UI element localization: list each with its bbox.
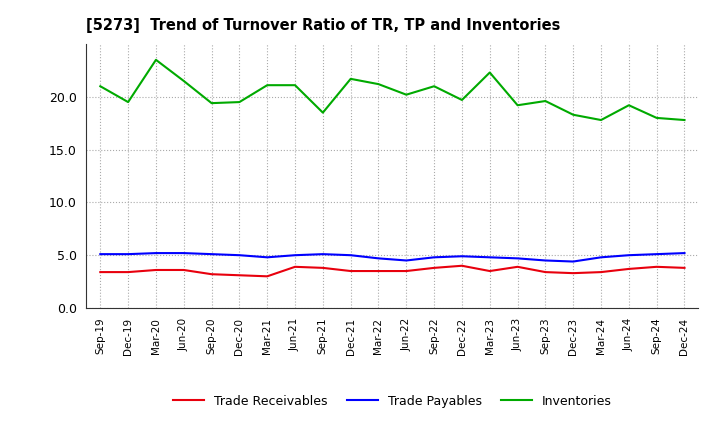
Trade Receivables (597, 269, 606, 275)
Trade Payables (597, 255, 606, 260)
Trade Payables (179, 250, 188, 256)
Inventories (597, 117, 606, 123)
Trade Payables (624, 253, 633, 258)
Inventories (513, 103, 522, 108)
Trade Receivables (318, 265, 327, 271)
Trade Receivables (485, 268, 494, 274)
Trade Receivables (624, 266, 633, 271)
Trade Receivables (513, 264, 522, 269)
Trade Payables (374, 256, 383, 261)
Trade Payables (235, 253, 243, 258)
Trade Payables (96, 252, 104, 257)
Trade Receivables (179, 268, 188, 273)
Trade Payables (430, 255, 438, 260)
Inventories (152, 57, 161, 62)
Inventories (624, 103, 633, 108)
Inventories (124, 99, 132, 105)
Trade Receivables (235, 273, 243, 278)
Line: Inventories: Inventories (100, 60, 685, 120)
Trade Receivables (124, 269, 132, 275)
Trade Payables (680, 250, 689, 256)
Trade Receivables (374, 268, 383, 274)
Trade Receivables (458, 263, 467, 268)
Legend: Trade Receivables, Trade Payables, Inventories: Trade Receivables, Trade Payables, Inven… (168, 390, 617, 413)
Trade Payables (569, 259, 577, 264)
Inventories (569, 112, 577, 117)
Trade Receivables (402, 268, 410, 274)
Trade Payables (263, 255, 271, 260)
Inventories (235, 99, 243, 105)
Inventories (96, 84, 104, 89)
Trade Payables (318, 252, 327, 257)
Trade Receivables (541, 269, 550, 275)
Trade Receivables (96, 269, 104, 275)
Trade Payables (541, 258, 550, 263)
Trade Payables (485, 255, 494, 260)
Trade Payables (291, 253, 300, 258)
Line: Trade Receivables: Trade Receivables (100, 266, 685, 276)
Trade Payables (152, 250, 161, 256)
Trade Receivables (430, 265, 438, 271)
Trade Payables (652, 252, 661, 257)
Trade Receivables (652, 264, 661, 269)
Inventories (680, 117, 689, 123)
Trade Receivables (263, 274, 271, 279)
Inventories (485, 70, 494, 75)
Trade Receivables (291, 264, 300, 269)
Trade Receivables (680, 265, 689, 271)
Inventories (458, 97, 467, 103)
Trade Payables (346, 253, 355, 258)
Inventories (346, 76, 355, 81)
Inventories (207, 100, 216, 106)
Trade Payables (124, 252, 132, 257)
Text: [5273]  Trend of Turnover Ratio of TR, TP and Inventories: [5273] Trend of Turnover Ratio of TR, TP… (86, 18, 561, 33)
Inventories (318, 110, 327, 115)
Trade Payables (513, 256, 522, 261)
Inventories (179, 78, 188, 84)
Inventories (402, 92, 410, 97)
Inventories (291, 83, 300, 88)
Inventories (652, 115, 661, 121)
Trade Payables (207, 252, 216, 257)
Line: Trade Payables: Trade Payables (100, 253, 685, 261)
Trade Payables (458, 253, 467, 259)
Inventories (263, 83, 271, 88)
Inventories (430, 84, 438, 89)
Trade Receivables (207, 271, 216, 277)
Trade Payables (402, 258, 410, 263)
Trade Receivables (152, 268, 161, 273)
Trade Receivables (346, 268, 355, 274)
Trade Receivables (569, 271, 577, 276)
Inventories (374, 81, 383, 87)
Inventories (541, 99, 550, 104)
